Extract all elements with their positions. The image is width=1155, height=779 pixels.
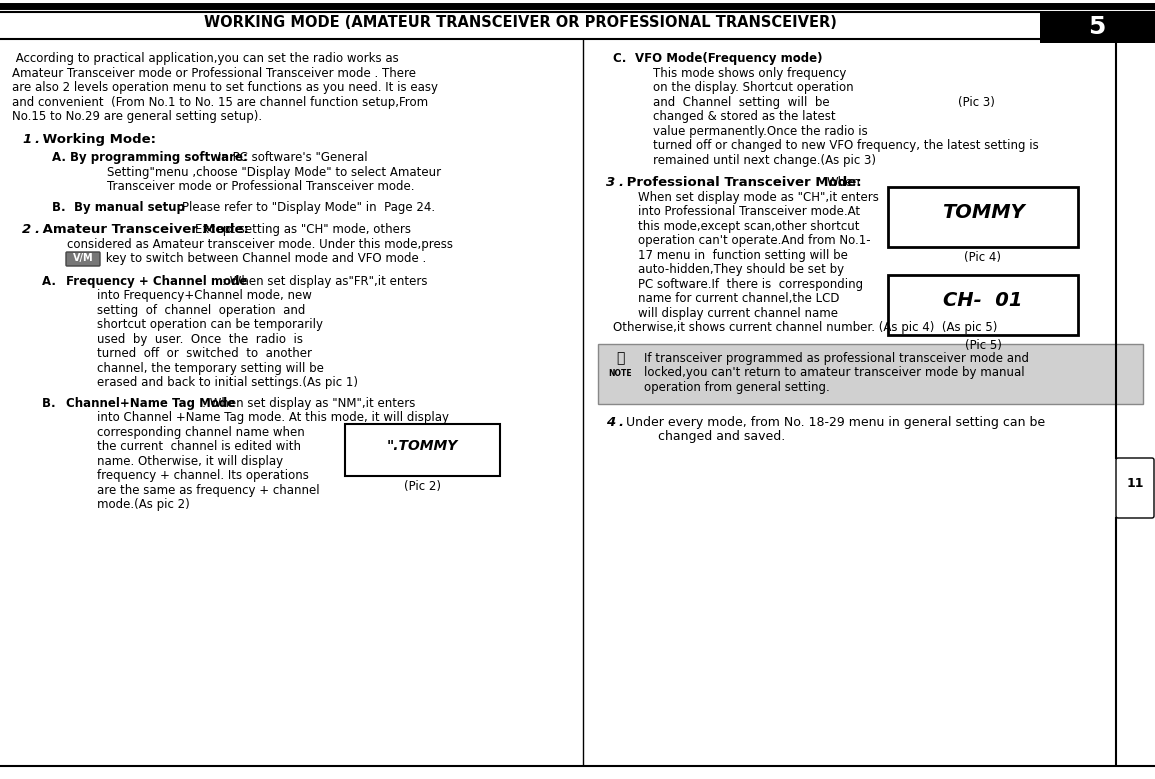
- Text: changed and saved.: changed and saved.: [658, 430, 785, 443]
- Text: :: :: [795, 52, 800, 65]
- Text: will display current channel name: will display current channel name: [638, 306, 839, 319]
- Text: A.: A.: [52, 151, 70, 164]
- Text: and convenient  (From No.1 to No. 15 are channel function setup,From: and convenient (From No.1 to No. 15 are …: [12, 96, 429, 108]
- Text: Amateur Transceiver Mode:: Amateur Transceiver Mode:: [38, 223, 248, 236]
- Text: : When set display as"FR",it enters: : When set display as"FR",it enters: [222, 274, 427, 287]
- Text: Under every mode, from No. 18-29 menu in general setting can be: Under every mode, from No. 18-29 menu in…: [623, 415, 1045, 428]
- Text: :Please refer to "Display Mode" in  Page 24.: :Please refer to "Display Mode" in Page …: [178, 200, 435, 213]
- Text: locked,you can't return to amateur transceiver mode by manual: locked,you can't return to amateur trans…: [644, 366, 1024, 379]
- Text: operation from general setting.: operation from general setting.: [644, 380, 829, 393]
- FancyBboxPatch shape: [888, 274, 1078, 334]
- Text: When: When: [827, 176, 860, 189]
- Text: If transceiver programmed as professional transceiver mode and: If transceiver programmed as professiona…: [644, 351, 1029, 365]
- Text: into Frequency+Channel mode, new: into Frequency+Channel mode, new: [97, 289, 312, 302]
- Text: this mode,except scan,other shortcut: this mode,except scan,other shortcut: [638, 220, 859, 232]
- Text: V/M: V/M: [73, 253, 94, 263]
- FancyBboxPatch shape: [66, 252, 100, 266]
- Text: Channel+Name Tag Mode: Channel+Name Tag Mode: [66, 397, 236, 410]
- Text: B.: B.: [42, 397, 64, 410]
- Text: 11: 11: [1126, 477, 1143, 489]
- Text: Setting"menu ,choose "Display Mode" to select Amateur: Setting"menu ,choose "Display Mode" to s…: [107, 165, 441, 178]
- Text: operation can't operate.And from No.1-: operation can't operate.And from No.1-: [638, 234, 871, 247]
- Text: This mode shows only frequency: This mode shows only frequency: [653, 66, 847, 79]
- Text: channel, the temporary setting will be: channel, the temporary setting will be: [97, 361, 323, 375]
- Text: on the display. Shortcut operation: on the display. Shortcut operation: [653, 81, 854, 94]
- Text: setting  of  channel  operation  and: setting of channel operation and: [97, 304, 305, 316]
- Text: used  by  user.  Once  the  radio  is: used by user. Once the radio is: [97, 333, 303, 346]
- Text: By programming software:: By programming software:: [70, 151, 248, 164]
- Text: 5: 5: [1088, 15, 1105, 39]
- Text: considered as Amateur transceiver mode. Under this mode,press: considered as Amateur transceiver mode. …: [67, 238, 453, 251]
- Text: key to switch between Channel mode and VFO mode .: key to switch between Channel mode and V…: [102, 252, 426, 265]
- Text: .: .: [33, 132, 39, 146]
- FancyBboxPatch shape: [1116, 458, 1154, 518]
- Text: B.: B.: [52, 200, 74, 213]
- Text: In PC software's "General: In PC software's "General: [218, 151, 367, 164]
- Text: Except setting as "CH" mode, others: Except setting as "CH" mode, others: [195, 223, 411, 236]
- Text: frequency + channel. Its operations: frequency + channel. Its operations: [97, 469, 308, 482]
- FancyBboxPatch shape: [345, 424, 500, 475]
- Text: WORKING MODE (AMATEUR TRANSCEIVER OR PROFESSIONAL TRANSCEIVER): WORKING MODE (AMATEUR TRANSCEIVER OR PRO…: [203, 15, 836, 30]
- Text: 3: 3: [606, 176, 616, 189]
- Text: Frequency + Channel mode: Frequency + Channel mode: [66, 274, 247, 287]
- Text: Amateur Transceiver mode or Professional Transceiver mode . There: Amateur Transceiver mode or Professional…: [12, 66, 416, 79]
- FancyBboxPatch shape: [598, 344, 1143, 404]
- FancyBboxPatch shape: [0, 13, 1040, 39]
- Text: When set display mode as "CH",it enters: When set display mode as "CH",it enters: [638, 191, 879, 203]
- Text: PC software.If  there is  corresponding: PC software.If there is corresponding: [638, 277, 863, 291]
- Text: Working Mode:: Working Mode:: [38, 132, 156, 146]
- Text: into Channel +Name Tag mode. At this mode, it will display: into Channel +Name Tag mode. At this mod…: [97, 411, 449, 424]
- Text: Otherwise,it shows current channel number. (As pic 4)  (As pic 5): Otherwise,it shows current channel numbe…: [613, 321, 998, 334]
- Text: (Pic 3): (Pic 3): [957, 96, 994, 108]
- Text: By manual setup: By manual setup: [74, 200, 185, 213]
- Text: corresponding channel name when: corresponding channel name when: [97, 425, 305, 439]
- Text: .: .: [618, 176, 623, 189]
- Text: 17 menu in  function setting will be: 17 menu in function setting will be: [638, 249, 848, 262]
- Text: 2: 2: [22, 223, 31, 236]
- Text: name. Otherwise, it will display: name. Otherwise, it will display: [97, 454, 283, 467]
- Text: According to practical application,you can set the radio works as: According to practical application,you c…: [12, 52, 398, 65]
- Text: mode.(As pic 2): mode.(As pic 2): [97, 498, 189, 511]
- Text: are also 2 levels operation menu to set functions as you need. It is easy: are also 2 levels operation menu to set …: [12, 81, 438, 94]
- Text: TOMMY: TOMMY: [941, 203, 1024, 222]
- Text: value permanently.Once the radio is: value permanently.Once the radio is: [653, 125, 867, 138]
- Text: and  Channel  setting  will  be: and Channel setting will be: [653, 96, 829, 108]
- Text: 4: 4: [606, 415, 616, 428]
- Text: C.: C.: [613, 52, 634, 65]
- Text: 🔊: 🔊: [616, 351, 624, 365]
- Text: turned off or changed to new VFO frequency, the latest setting is: turned off or changed to new VFO frequen…: [653, 139, 1038, 152]
- Text: are the same as frequency + channel: are the same as frequency + channel: [97, 484, 320, 496]
- FancyBboxPatch shape: [604, 351, 636, 383]
- Text: shortcut operation can be temporarily: shortcut operation can be temporarily: [97, 318, 323, 331]
- Text: into Professional Transceiver mode.At: into Professional Transceiver mode.At: [638, 205, 860, 218]
- Text: (Pic 2): (Pic 2): [404, 480, 441, 492]
- Text: 1: 1: [22, 132, 31, 146]
- Text: auto-hidden,They should be set by: auto-hidden,They should be set by: [638, 263, 844, 276]
- Text: No.15 to No.29 are general setting setup).: No.15 to No.29 are general setting setup…: [12, 110, 262, 123]
- Text: CH-  01: CH- 01: [944, 291, 1022, 310]
- Text: Transceiver mode or Professional Transceiver mode.: Transceiver mode or Professional Transce…: [107, 180, 415, 193]
- Text: name for current channel,the LCD: name for current channel,the LCD: [638, 292, 840, 305]
- Text: erased and back to initial settings.(As pic 1): erased and back to initial settings.(As …: [97, 376, 358, 389]
- Text: .: .: [618, 415, 623, 428]
- Text: NOTE: NOTE: [609, 368, 632, 378]
- Text: ".TOMMY: ".TOMMY: [387, 439, 459, 453]
- Text: the current  channel is edited with: the current channel is edited with: [97, 440, 301, 453]
- Text: Professional Transceiver Mode:: Professional Transceiver Mode:: [623, 176, 862, 189]
- Text: A.: A.: [42, 274, 65, 287]
- Text: (Pic 4): (Pic 4): [964, 251, 1001, 263]
- Text: changed & stored as the latest: changed & stored as the latest: [653, 110, 835, 123]
- FancyBboxPatch shape: [1040, 11, 1155, 43]
- Text: VFO Mode(Frequency mode): VFO Mode(Frequency mode): [635, 52, 822, 65]
- FancyBboxPatch shape: [888, 186, 1078, 246]
- Text: .: .: [33, 223, 39, 236]
- Text: : When set display as "NM",it enters: : When set display as "NM",it enters: [202, 397, 416, 410]
- Text: turned  off  or  switched  to  another: turned off or switched to another: [97, 347, 312, 360]
- Text: (Pic 5): (Pic 5): [964, 339, 1001, 351]
- Text: remained until next change.(As pic 3): remained until next change.(As pic 3): [653, 153, 875, 167]
